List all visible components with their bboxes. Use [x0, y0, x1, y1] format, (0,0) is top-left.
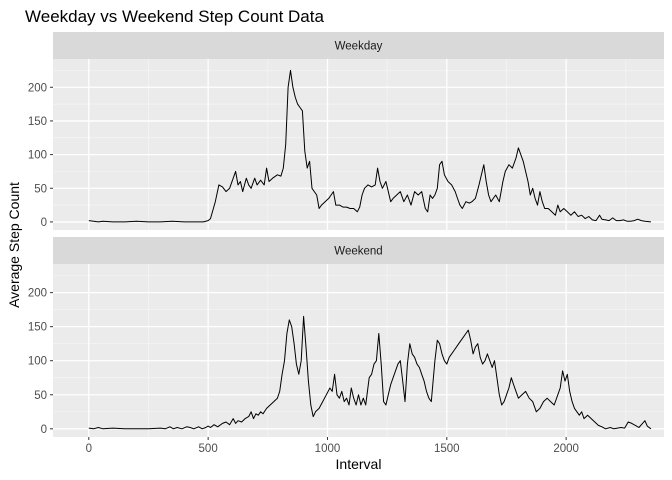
y-tick-label: 150 [28, 116, 47, 128]
x-tick-label: 1500 [434, 443, 460, 455]
x-axis-title: Interval [336, 456, 382, 472]
x-tick-label: 2000 [553, 443, 579, 455]
x-tick-label: 1000 [315, 443, 341, 455]
y-tick-label: 0 [41, 424, 47, 436]
y-tick-label: 200 [28, 82, 47, 94]
x-axis: 0 500 1000 1500 2000 [86, 437, 579, 455]
strip-background [53, 32, 664, 59]
panel-background [53, 59, 664, 230]
facet-panel-weekend: Weekend 0 50 100 150 200 [28, 237, 664, 437]
facet-panels: Weekday 0 50 100 150 200 Weekend 0 50 100 150 200 [28, 32, 664, 437]
y-axis-title: Average Step Count [6, 182, 22, 308]
series-line-weekday [88, 69, 651, 223]
strip-background [53, 237, 664, 264]
y-tick-label: 100 [28, 356, 47, 368]
y-tick-label: 150 [28, 322, 47, 334]
panel-background [53, 264, 664, 437]
strip-label: Weekday [335, 41, 383, 53]
y-tick-label: 0 [41, 217, 47, 229]
x-tick-label: 0 [86, 443, 92, 455]
facet-panel-weekday: Weekday 0 50 100 150 200 [28, 32, 664, 230]
y-tick-label: 50 [34, 390, 47, 402]
series-line-weekend [88, 315, 652, 430]
y-tick-label: 200 [28, 288, 47, 300]
strip-label: Weekend [334, 246, 382, 258]
y-tick-label: 50 [34, 183, 47, 195]
chart-title: Weekday vs Weekend Step Count Data [25, 7, 324, 26]
y-tick-label: 100 [28, 150, 47, 162]
x-tick-label: 500 [199, 443, 218, 455]
